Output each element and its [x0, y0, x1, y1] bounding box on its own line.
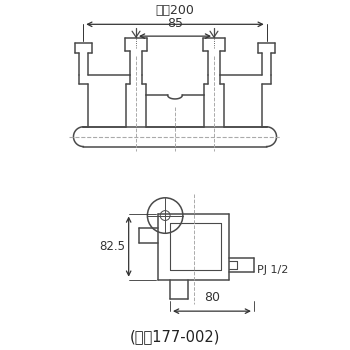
Text: (図は177-002): (図は177-002) — [130, 329, 220, 344]
Text: 80: 80 — [204, 291, 220, 304]
Text: PJ 1/2: PJ 1/2 — [257, 265, 288, 275]
Text: 最大200: 最大200 — [155, 5, 195, 18]
Text: 85: 85 — [167, 17, 183, 30]
Text: 82.5: 82.5 — [100, 240, 126, 253]
